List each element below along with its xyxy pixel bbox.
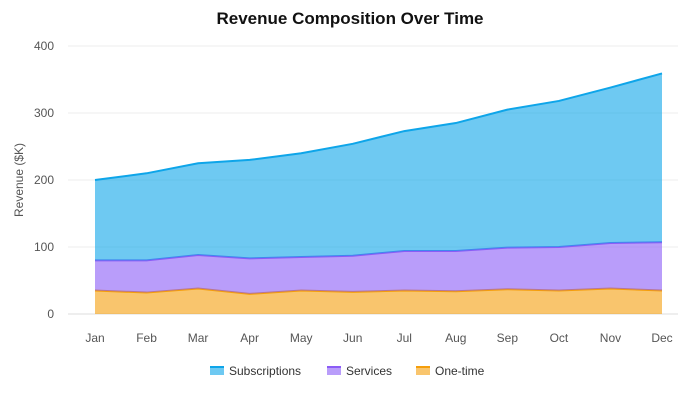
x-tick-label: Jun: [343, 331, 362, 345]
x-tick-label: Nov: [600, 331, 621, 345]
x-tick-label: Sep: [497, 331, 519, 345]
x-tick-label: Oct: [550, 331, 569, 345]
legend-label: One-time: [435, 364, 485, 378]
legend-label: Services: [346, 364, 392, 378]
x-tick-label: Apr: [240, 331, 259, 345]
x-tick-label: Dec: [651, 331, 672, 345]
legend-item: One-time: [416, 364, 485, 378]
y-tick-label: 400: [34, 39, 54, 53]
legend-swatch: [416, 367, 430, 375]
y-tick-label: 300: [34, 106, 54, 120]
x-tick-label: May: [290, 331, 313, 345]
x-tick-label: Jan: [85, 331, 104, 345]
legend-label: Subscriptions: [229, 364, 301, 378]
y-tick-label: 0: [47, 307, 54, 321]
y-axis-label: Revenue ($K): [12, 143, 26, 217]
x-tick-label: Mar: [188, 331, 209, 345]
y-tick-label: 100: [34, 240, 54, 254]
area-one-time: [95, 289, 662, 314]
y-tick-label: 200: [34, 173, 54, 187]
x-tick-label: Feb: [136, 331, 157, 345]
x-tick-label: Jul: [397, 331, 412, 345]
chart-title: Revenue Composition Over Time: [216, 9, 483, 28]
legend-item: Services: [327, 364, 392, 378]
x-tick-label: Aug: [445, 331, 466, 345]
legend-swatch: [210, 367, 224, 375]
legend-item: Subscriptions: [210, 364, 301, 378]
legend-swatch: [327, 367, 341, 375]
